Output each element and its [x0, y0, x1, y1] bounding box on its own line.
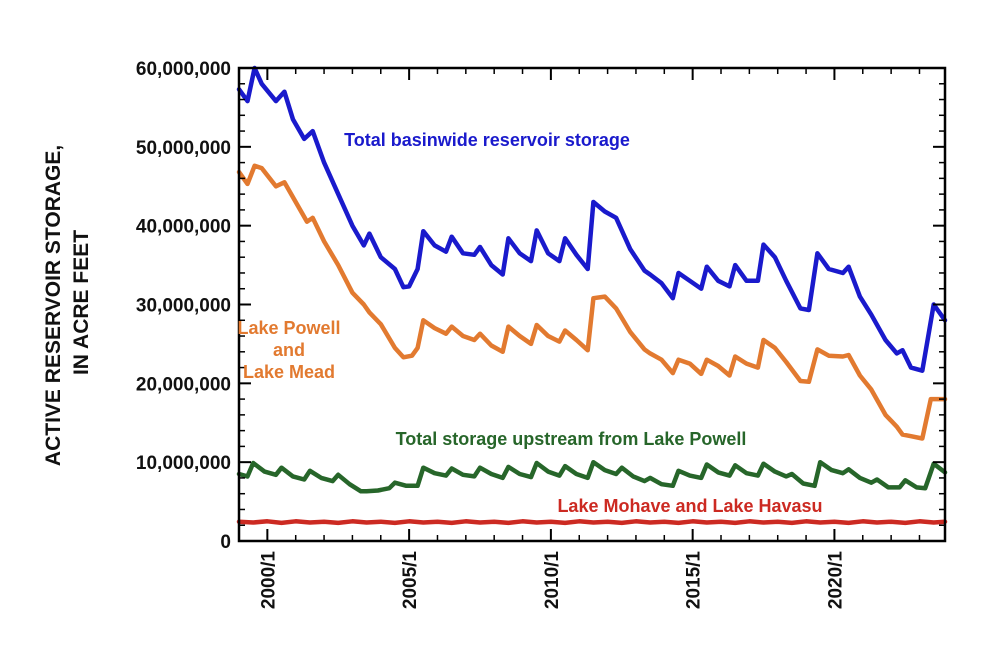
series-label-powell-mead: and [273, 340, 305, 360]
y-tick-label: 30,000,000 [136, 296, 231, 317]
x-tick-label: 2010/1 [542, 551, 563, 610]
x-tick-label: 2005/1 [400, 551, 421, 610]
y-axis: 0 10,000,000 20,000,000 30,000,000 40,000,00… [136, 59, 945, 553]
y-axis-title-line-1: ACTIVE RESERVOIR STORAGE, [42, 145, 65, 466]
series-layer [236, 65, 948, 526]
series-line-basinwide [236, 65, 948, 373]
series-line-powell-mead [236, 163, 948, 441]
y-axis-title: ACTIVE RESERVOIR STORAGE, IN ACRE FEET [42, 139, 93, 466]
y-tick-label: 10,000,000 [136, 453, 231, 474]
x-axis: 2000/1 2005/1 2010/1 2015/1 2020/1 [238, 68, 921, 610]
series-label-powell-mead: Lake Powell [237, 318, 340, 338]
series-labels: Total basinwide reservoir storage Lake Po… [237, 130, 822, 516]
series-label-upstream: Total storage upstream from Lake Powell [396, 429, 747, 449]
x-tick-label: 2020/1 [825, 551, 846, 610]
series-line-mohave-havasu [236, 519, 948, 526]
y-tick-label: 40,000,000 [136, 217, 231, 238]
series-line-upstream [236, 459, 948, 494]
y-axis-title-line-2: IN ACRE FEET [70, 230, 93, 375]
y-tick-label: 50,000,000 [136, 138, 231, 159]
series-label-powell-mead: Lake Mead [243, 362, 335, 382]
y-tick-label: 20,000,000 [136, 374, 231, 395]
x-tick-label: 2015/1 [684, 551, 705, 610]
y-tick-label: 0 [220, 532, 231, 553]
series-label-mohave-havasu: Lake Mohave and Lake Havasu [557, 496, 822, 516]
series-label-basinwide: Total basinwide reservoir storage [344, 130, 630, 150]
x-tick-label: 2000/1 [258, 551, 279, 610]
y-tick-label: 60,000,000 [136, 59, 231, 80]
